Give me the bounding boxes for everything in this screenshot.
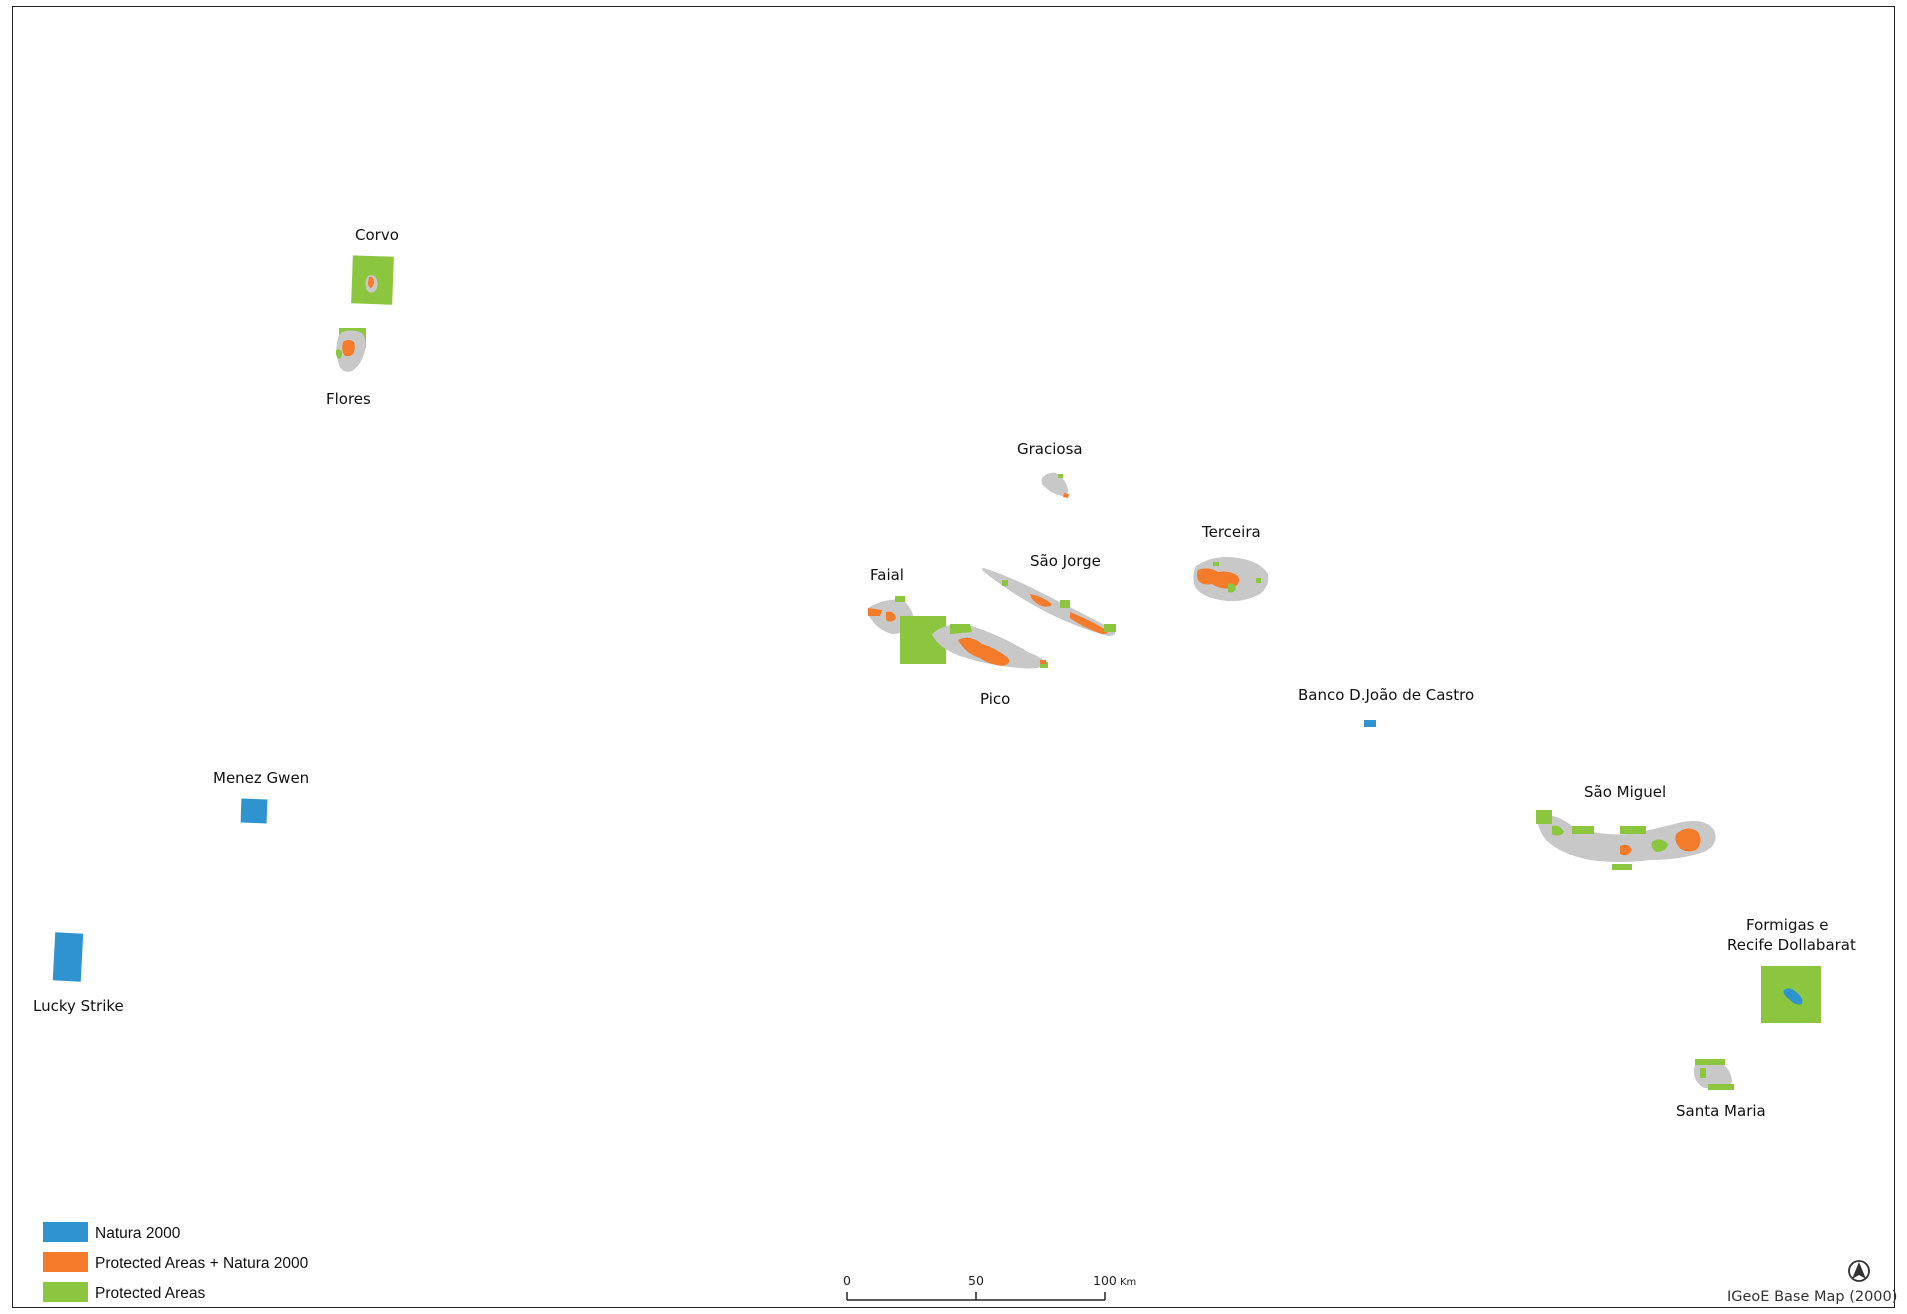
sao-miguel-protected-north	[1572, 826, 1594, 834]
terceira-protected-b	[1213, 562, 1219, 566]
sao-jorge-protected-c	[1002, 580, 1008, 586]
legend-swatch-protected-natura	[43, 1252, 88, 1272]
faial-natura-protected	[868, 608, 896, 622]
graciosa-protected-b	[1063, 493, 1069, 498]
santa-maria-protected-n	[1695, 1059, 1725, 1065]
label-terceira: Terceira	[1201, 523, 1261, 541]
scale-label-100: 100	[1093, 1273, 1117, 1288]
lucky-strike-natura-2000-area	[52, 932, 84, 982]
sao-jorge-protected-b	[1104, 624, 1116, 632]
terceira-protected-c	[1256, 578, 1261, 583]
label-pico: Pico	[980, 690, 1010, 708]
scale-unit: Km	[1120, 1277, 1136, 1288]
flores-natura-protected	[342, 340, 355, 357]
label-faial: Faial	[870, 566, 904, 584]
sao-miguel-natura-mid	[1620, 844, 1632, 856]
sao-jorge-island	[982, 568, 1116, 636]
faial-protected-a	[895, 596, 905, 602]
label-corvo: Corvo	[355, 226, 399, 244]
legend-swatch-protected-areas	[43, 1282, 88, 1302]
sao-jorge-natura-a	[1030, 594, 1052, 607]
formigas-natura-2000-area	[1783, 988, 1803, 1005]
pico-protected-east	[950, 624, 972, 634]
label-flores: Flores	[326, 390, 371, 408]
label-formigas-line1: Formigas e	[1746, 916, 1828, 934]
graciosa-land	[1041, 472, 1068, 496]
banco-natura-2000-area	[1364, 720, 1376, 727]
scale-label-0: 0	[843, 1273, 851, 1288]
legend-label-protected-areas: Protected Areas	[95, 1285, 206, 1302]
label-santa-maria: Santa Maria	[1676, 1102, 1766, 1120]
legend-label-protected-natura: Protected Areas + Natura 2000	[95, 1255, 309, 1272]
sao-miguel-protected-west	[1536, 810, 1564, 836]
scale-bar: 0 50 100 Km	[843, 1273, 1136, 1301]
map-frame	[12, 6, 1895, 1308]
sao-miguel-natura-east	[1675, 828, 1701, 852]
base-map-credit: IGeoE Base Map (2000)	[1727, 1289, 1897, 1305]
terceira-protected-a	[1228, 583, 1236, 593]
label-graciosa: Graciosa	[1017, 440, 1083, 458]
santa-maria-protected-s	[1708, 1084, 1734, 1090]
pico-island	[900, 616, 1048, 669]
pico-natura-protected	[958, 637, 1010, 666]
label-formigas-line2: Recife Dollabarat	[1727, 936, 1856, 954]
corvo-island	[351, 255, 394, 305]
terceira-island	[1193, 557, 1269, 602]
label-banco-joao-de-castro: Banco D.João de Castro	[1298, 686, 1474, 704]
legend-swatch-natura-2000	[43, 1222, 88, 1242]
pico-natura-east-tip	[1040, 660, 1046, 664]
santa-maria-protected-w	[1700, 1068, 1706, 1078]
legend-label-natura-2000: Natura 2000	[95, 1225, 181, 1242]
north-arrow-icon	[1848, 1260, 1870, 1282]
sao-jorge-protected-a	[1060, 600, 1070, 608]
label-lucky-strike: Lucky Strike	[33, 997, 124, 1015]
sao-miguel-protected-mid	[1612, 826, 1646, 870]
scale-label-50: 50	[968, 1273, 984, 1288]
legend: Natura 2000 Protected Areas + Natura 200…	[43, 1222, 309, 1302]
graciosa-island	[1041, 472, 1069, 498]
corvo-natura-protected	[368, 276, 374, 288]
sao-miguel-land	[1537, 814, 1716, 862]
terceira-natura-protected	[1197, 568, 1240, 589]
sao-jorge-natura-b	[1070, 612, 1108, 634]
flores-island	[335, 328, 366, 372]
formigas-dollabarat	[1761, 966, 1821, 1023]
pico-land	[932, 624, 1046, 669]
flores-protected-patch	[335, 349, 342, 359]
menez-gwen-natura-2000-area	[240, 798, 268, 824]
label-menez-gwen: Menez Gwen	[213, 769, 309, 787]
sao-miguel-protected-east	[1651, 839, 1668, 852]
graciosa-protected-a	[1058, 474, 1063, 478]
santa-maria-island	[1694, 1059, 1734, 1090]
label-sao-miguel: São Miguel	[1584, 783, 1666, 801]
label-sao-jorge: São Jorge	[1030, 552, 1101, 570]
sao-miguel-island	[1536, 810, 1716, 870]
